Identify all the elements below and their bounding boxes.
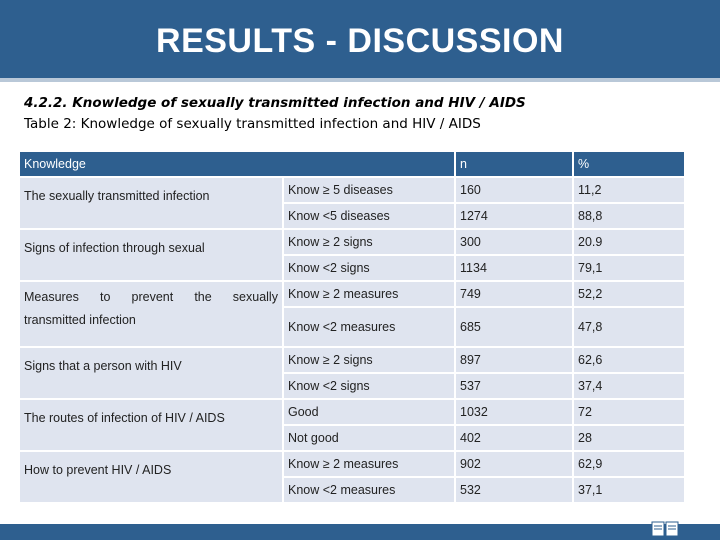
row-n: 537	[456, 374, 573, 398]
row-pct: 20.9	[574, 230, 685, 254]
table-row: Signs that a person with HIV Know ≥ 2 si…	[20, 348, 685, 398]
row-label: Good	[284, 400, 455, 424]
header-pct: %	[574, 152, 685, 176]
section-heading: 4.2.2. Knowledge of sexually transmitted…	[24, 95, 526, 111]
row-n: 1032	[456, 400, 573, 424]
row-pct: 52,2	[574, 282, 685, 306]
row-label: Know <2 signs	[284, 256, 455, 280]
category-line-2: transmitted infection	[24, 313, 136, 327]
row-n: 749	[456, 282, 573, 306]
category-cell: The routes of infection of HIV / AIDS	[20, 400, 282, 450]
row-label: Know <2 signs	[284, 374, 455, 398]
row-label: Know <2 measures	[284, 308, 455, 346]
slide-title: RESULTS - DISCUSSION	[156, 22, 564, 60]
row-pct: 62,9	[574, 452, 685, 476]
row-pct: 37,4	[574, 374, 685, 398]
row-pct: 37,1	[574, 478, 685, 502]
row-n: 300	[456, 230, 573, 254]
row-n: 402	[456, 426, 573, 450]
row-pct: 28	[574, 426, 685, 450]
book-icon	[651, 521, 679, 537]
category-word: sexually	[232, 290, 278, 304]
table-row: The sexually transmitted infection Know …	[20, 178, 685, 228]
table-row: Know <5 diseases 1274 88,8	[20, 204, 685, 228]
row-n: 897	[456, 348, 573, 372]
category-line-1: Measures to prevent the sexually	[24, 286, 278, 309]
table-row: Measures to prevent the sexually transmi…	[20, 282, 685, 346]
row-n: 1274	[456, 204, 573, 228]
row-label: Know <2 measures	[284, 478, 455, 502]
knowledge-table: Knowledge n % The sexually transmitted i…	[18, 150, 686, 504]
row-label: Know ≥ 2 measures	[284, 452, 455, 476]
slide-header: RESULTS - DISCUSSION	[0, 0, 720, 82]
row-label: Know ≥ 2 signs	[284, 230, 455, 254]
category-cell: Measures to prevent the sexually transmi…	[20, 282, 282, 346]
row-pct: 72	[574, 400, 685, 424]
row-label: Know ≥ 2 signs	[284, 348, 455, 372]
category-word: to	[99, 290, 111, 304]
row-pct: 47,8	[574, 308, 685, 346]
table-caption: Table 2: Knowledge of sexually transmitt…	[24, 116, 481, 132]
footer-bar	[0, 524, 720, 540]
row-pct: 62,6	[574, 348, 685, 372]
header-n: n	[456, 152, 573, 176]
row-n: 685	[456, 308, 573, 346]
row-n: 532	[456, 478, 573, 502]
header-knowledge: Knowledge	[20, 152, 455, 176]
knowledge-table-container: Knowledge n % The sexually transmitted i…	[18, 150, 686, 528]
category-word: the	[194, 290, 212, 304]
table-header-row: Knowledge n %	[20, 152, 685, 176]
table-row: How to prevent HIV / AIDS Know ≥ 2 measu…	[20, 452, 685, 502]
table-row: Know <2 signs 1134 79,1	[20, 256, 685, 280]
row-label: Know ≥ 5 diseases	[284, 178, 455, 202]
category-cell: Signs that a person with HIV	[20, 348, 282, 398]
row-label: Know ≥ 2 measures	[284, 282, 455, 306]
table-row: The routes of infection of HIV / AIDS Go…	[20, 400, 685, 450]
category-cell: Signs of infection through sexual	[20, 230, 282, 280]
row-pct: 88,8	[574, 204, 685, 228]
row-label: Not good	[284, 426, 455, 450]
row-n: 160	[456, 178, 573, 202]
category-cell: How to prevent HIV / AIDS	[20, 452, 282, 502]
table-row: Signs of infection through sexual Know ≥…	[20, 230, 685, 280]
row-n: 1134	[456, 256, 573, 280]
table-row: Not good 402 28	[20, 426, 685, 450]
row-label: Know <5 diseases	[284, 204, 455, 228]
table-row: Know <2 signs 537 37,4	[20, 374, 685, 398]
category-word: Measures	[24, 290, 79, 304]
row-pct: 79,1	[574, 256, 685, 280]
row-pct: 11,2	[574, 178, 685, 202]
row-n: 902	[456, 452, 573, 476]
table-row: Know <2 measures 685 47,8	[20, 308, 685, 346]
category-word: prevent	[131, 290, 174, 304]
table-row: Know <2 measures 532 37,1	[20, 478, 685, 502]
category-cell: The sexually transmitted infection	[20, 178, 282, 228]
